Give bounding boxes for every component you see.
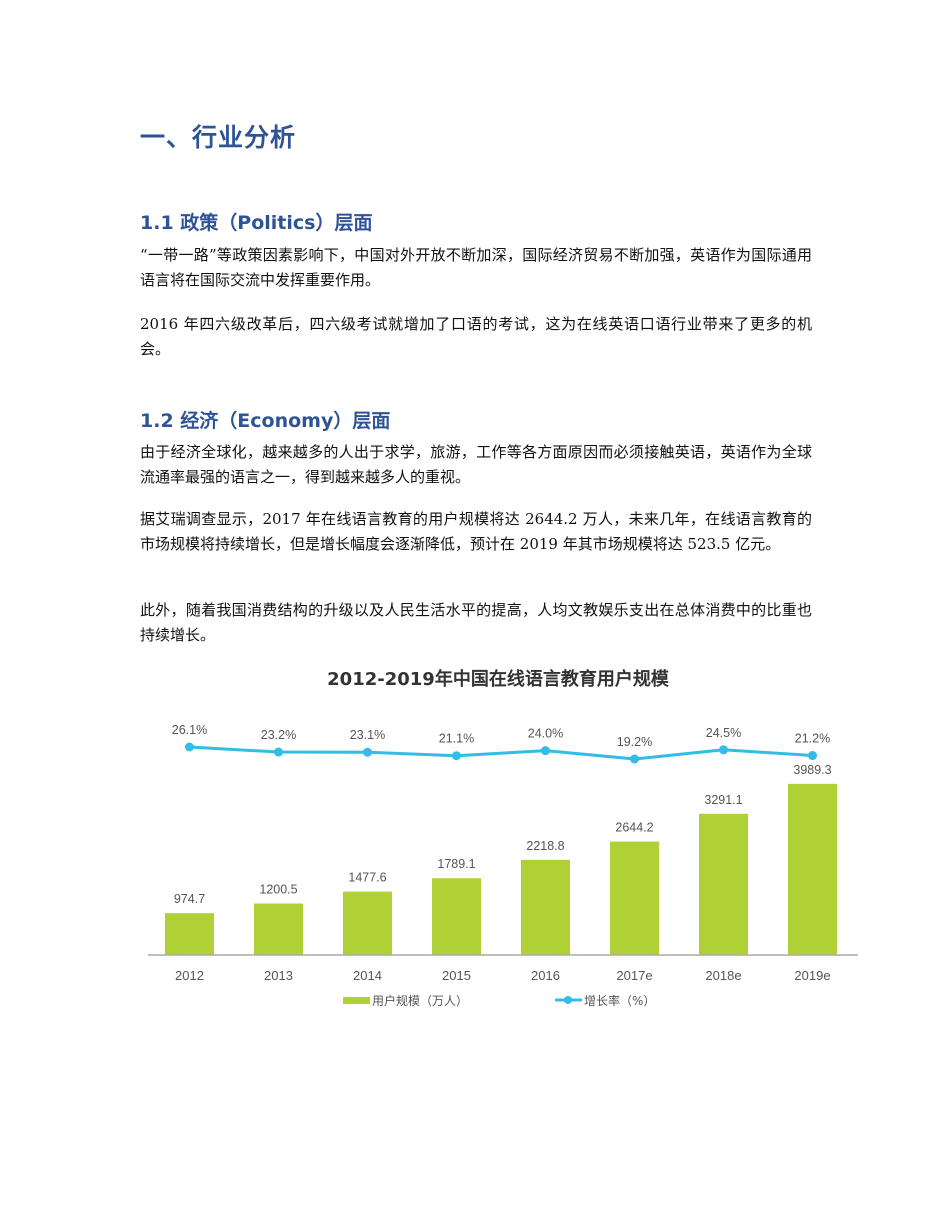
growth-marker (808, 751, 817, 761)
growth-value-label: 26.1% (172, 723, 207, 737)
bar-value-label: 3291.1 (704, 793, 742, 807)
section-heading-politics: 1.1 政策（Politics）层面 (140, 212, 373, 234)
bar-2019e (788, 783, 837, 955)
growth-value-label: 21.2% (795, 732, 830, 746)
bar-value-label: 2644.2 (615, 821, 653, 835)
growth-marker (630, 754, 639, 764)
legend-line-label: 增长率（%） (584, 993, 655, 1008)
paragraph-politics-1: “一带一路”等政策因素影响下，中国对外开放不断加深，国际经济贸易不断加强，英语作… (140, 246, 812, 289)
chart-title: 2012-2019年中国在线语言教育用户规模 (327, 668, 670, 690)
bar-2012 (165, 913, 214, 955)
bar-value-label: 1477.6 (348, 871, 386, 885)
bar-value-label: 2218.8 (526, 839, 564, 853)
growth-line (189, 745, 813, 761)
growth-marker (452, 751, 461, 761)
bar-2017e (610, 841, 659, 955)
x-tick-label: 2016 (531, 968, 560, 983)
section-heading-economy: 1.2 经济（Economy）层面 (140, 410, 391, 432)
x-tick-label: 2018e (705, 968, 741, 983)
x-tick-label: 2017e (616, 968, 652, 983)
growth-value-label: 19.2% (617, 735, 652, 749)
growth-marker (719, 745, 728, 755)
paragraph-economy-2: 据艾瑞调查显示，2017 年在线语言教育的用户规模将达 2644.2 万人，未来… (140, 510, 812, 553)
x-tick-label: 2019e (794, 968, 830, 983)
growth-value-label: 21.1% (439, 732, 474, 746)
paragraph-economy-1: 由于经济全球化，越来越多的人出于求学，旅游，工作等各方面原因而必须接触英语，英语… (140, 443, 812, 486)
x-axis-ticks: 2012 2013 2014 2015 2016 2017e 2018e 2019e (175, 968, 831, 983)
chart-legend: 用户规模（万人） 增长率（%） (343, 993, 655, 1008)
growth-value-label: 23.2% (261, 728, 296, 742)
growth-marker (363, 747, 372, 757)
growth-value-label: 24.5% (706, 726, 741, 740)
legend-bar-swatch (343, 997, 370, 1004)
paragraph-politics-2: 2016 年四六级改革后，四六级考试就增加了口语的考试，这为在线英语口语行业带来… (140, 315, 812, 358)
growth-value-label: 24.0% (528, 727, 563, 741)
bar-value-label: 974.7 (174, 892, 205, 906)
growth-marker (274, 747, 283, 757)
chart-canvas: 2012-2019年中国在线语言教育用户规模 974.7 1200.5 1477.6… (148, 668, 858, 1008)
bar-2014 (343, 891, 392, 955)
growth-rate-series: 26.1% 23.2% 23.1% 21.1% 24.0% 19.2% 24.5% 21.2% (172, 723, 830, 764)
growth-marker (541, 746, 550, 756)
legend-line-marker (564, 996, 572, 1004)
x-tick-label: 2015 (442, 968, 471, 983)
legend-bar-label: 用户规模（万人） (372, 993, 468, 1008)
growth-marker (185, 742, 194, 752)
user-scale-chart: 2012-2019年中国在线语言教育用户规模 974.7 1200.5 1477.6… (140, 660, 870, 1020)
bar-series: 974.7 1200.5 1477.6 1789.1 2218.8 2644.2 3291.… (165, 763, 837, 955)
page-title: 一、行业分析 (140, 123, 297, 152)
growth-value-label: 23.1% (350, 728, 385, 742)
bar-2016 (521, 859, 570, 955)
paragraph-economy-3: 此外，随着我国消费结构的升级以及人民生活水平的提高，人均文教娱乐支出在总体消费中… (140, 601, 812, 644)
bar-2015 (432, 878, 481, 955)
bar-value-label: 3989.3 (793, 763, 831, 777)
bar-value-label: 1789.1 (437, 857, 475, 871)
bar-value-label: 1200.5 (259, 882, 297, 896)
x-tick-label: 2012 (175, 968, 204, 983)
bar-2018e (699, 813, 748, 955)
bar-2013 (254, 903, 303, 955)
x-tick-label: 2014 (353, 968, 382, 983)
x-tick-label: 2013 (264, 968, 293, 983)
